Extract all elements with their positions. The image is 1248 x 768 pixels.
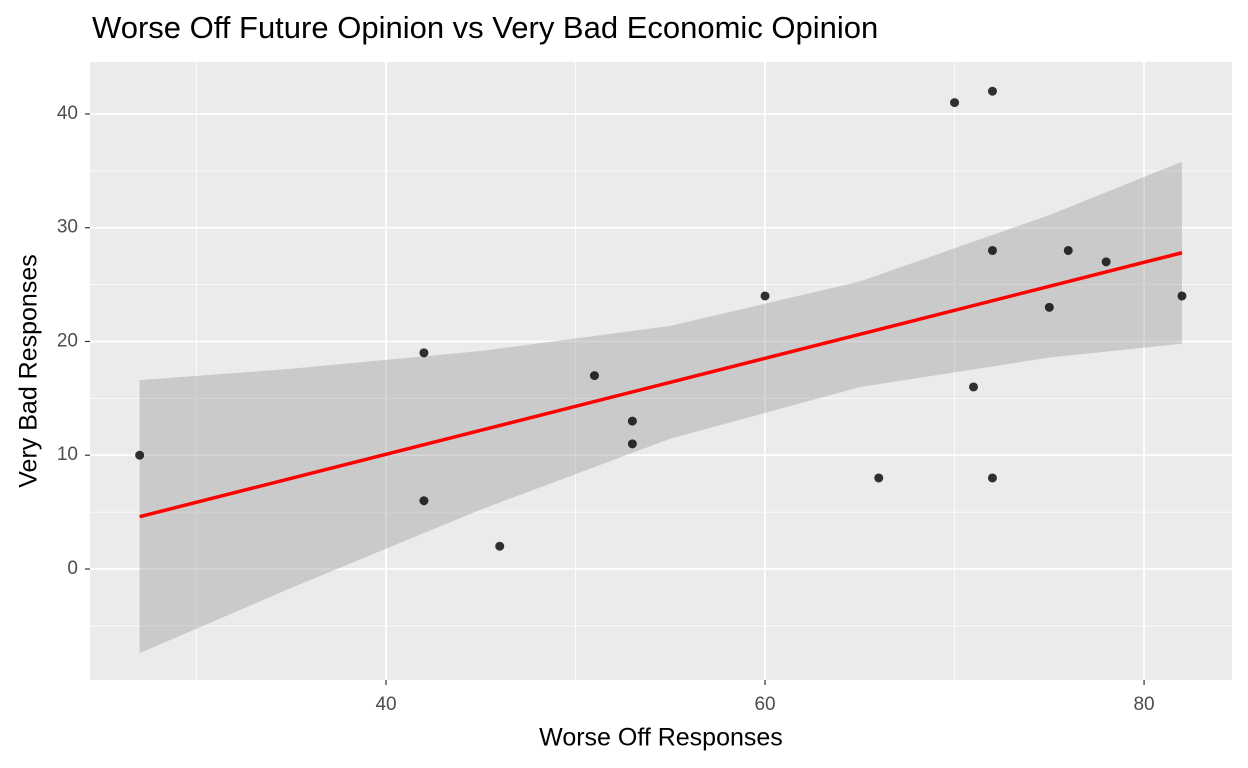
x-tick-label: 80 xyxy=(1133,694,1154,715)
point xyxy=(627,416,637,426)
point xyxy=(950,98,960,108)
point xyxy=(987,245,997,255)
point xyxy=(495,541,505,551)
point xyxy=(1063,245,1073,255)
chart-title: Worse Off Future Opinion vs Very Bad Eco… xyxy=(92,10,878,45)
y-tick-label: 10 xyxy=(57,444,78,465)
fit-line xyxy=(139,251,1183,519)
y-tick-label: 40 xyxy=(57,103,78,124)
point xyxy=(589,371,599,381)
point xyxy=(135,450,145,460)
confidence-band xyxy=(139,161,1182,654)
panel xyxy=(90,62,1232,680)
point xyxy=(874,473,884,483)
point xyxy=(419,348,429,358)
point xyxy=(987,86,997,96)
y-tick-label: 20 xyxy=(57,330,78,351)
point xyxy=(1101,257,1111,267)
point xyxy=(627,439,637,449)
x-axis-title: Worse Off Responses xyxy=(539,724,783,752)
y-tick-label: 0 xyxy=(67,558,78,579)
point xyxy=(1044,302,1054,312)
point xyxy=(987,473,997,483)
point xyxy=(969,382,979,392)
x-tick-label: 40 xyxy=(375,694,396,715)
y-tick-label: 30 xyxy=(57,217,78,238)
point xyxy=(760,291,770,301)
point xyxy=(1177,291,1187,301)
x-tick-label: 60 xyxy=(754,694,775,715)
point xyxy=(419,496,429,506)
y-axis-title: Very Bad Responses xyxy=(15,254,43,487)
